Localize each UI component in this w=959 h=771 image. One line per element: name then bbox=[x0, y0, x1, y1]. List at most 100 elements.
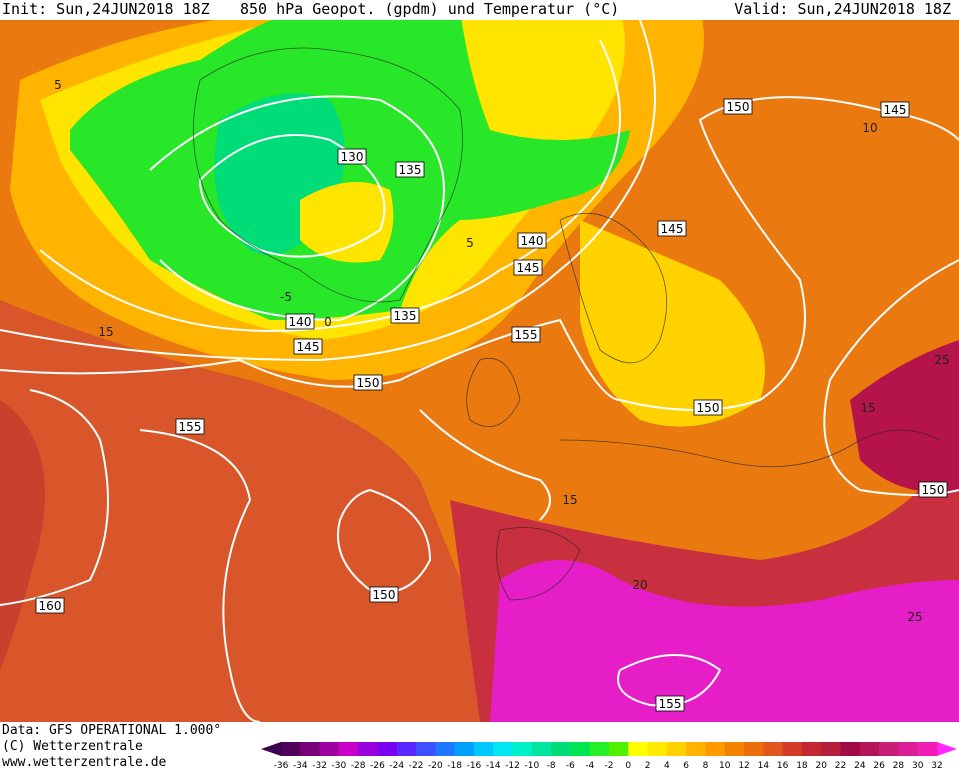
geopotential-label: 150 bbox=[922, 483, 945, 497]
contour-label-box bbox=[880, 101, 910, 118]
colorbar-swatch bbox=[531, 742, 552, 756]
contour-label-box bbox=[723, 98, 753, 115]
colorbar-swatch bbox=[396, 742, 417, 756]
colorbar-swatch bbox=[338, 742, 359, 756]
colorbar-swatch bbox=[724, 742, 745, 756]
colorbar-swatch bbox=[473, 742, 494, 756]
contour-label-box bbox=[353, 374, 383, 391]
contour-label-box bbox=[655, 695, 685, 712]
coastlines bbox=[192, 47, 941, 601]
colorbar-swatch bbox=[705, 742, 726, 756]
colorbar-swatch bbox=[435, 742, 456, 756]
geopotential-label: 140 bbox=[289, 315, 312, 329]
colorbar-swatch bbox=[763, 742, 784, 756]
colorbar-swatch bbox=[744, 742, 764, 756]
temperature-label: 10 bbox=[862, 121, 877, 135]
colorbar-tick-label: -34 bbox=[293, 761, 308, 770]
colorbar-arrow bbox=[937, 742, 957, 756]
colorbar-swatch bbox=[898, 742, 919, 756]
colorbar-tick-label: -24 bbox=[389, 761, 404, 770]
geopotential-label: 150 bbox=[697, 401, 720, 415]
cold-region bbox=[70, 20, 630, 320]
colorbar-tick-label: -18 bbox=[447, 761, 462, 770]
init-time: Init: Sun,24JUN2018 18Z bbox=[2, 0, 210, 18]
geopotential-label: 160 bbox=[39, 599, 62, 613]
colorbar-swatch bbox=[454, 742, 475, 756]
colorbar-tick-label: -2 bbox=[605, 761, 614, 770]
temperature-label: 5 bbox=[54, 78, 62, 92]
colorbar-tick-label: -4 bbox=[585, 761, 594, 770]
colorbar-arrow bbox=[261, 742, 281, 756]
geopotential-label: 150 bbox=[373, 588, 396, 602]
temperature-label: 20 bbox=[632, 578, 647, 592]
cool-region bbox=[300, 182, 394, 263]
colorbar-swatch bbox=[782, 742, 803, 756]
colorbar-tick-label: 24 bbox=[854, 761, 866, 770]
colorbar-tick-label: -20 bbox=[428, 761, 443, 770]
colorbar-tick-label: 22 bbox=[835, 761, 846, 770]
colorbar-tick-label: 8 bbox=[703, 761, 709, 770]
colorbar-tick-label: -28 bbox=[351, 761, 366, 770]
geopotential-label: 135 bbox=[399, 163, 422, 177]
colorbar-swatch bbox=[416, 742, 436, 756]
temperature-label: -5 bbox=[280, 290, 292, 304]
colorbar-tick-label: -10 bbox=[524, 761, 539, 770]
colorbar-tick-label: 28 bbox=[893, 761, 905, 770]
colorbar-swatch bbox=[589, 742, 610, 756]
geopotential-label: 145 bbox=[884, 103, 907, 117]
colorbar-tick-label: 16 bbox=[777, 761, 789, 770]
colorbar-tick-label: -16 bbox=[467, 761, 482, 770]
contour-label-box bbox=[693, 399, 723, 416]
colorbar: -36 -34 -32 -30 -28 -26 -24 -22 -20 -18 -16 -14 -12-… bbox=[261, 742, 957, 770]
colorbar-swatch bbox=[281, 742, 301, 756]
contour-label-box bbox=[293, 338, 323, 355]
colorbar-swatch bbox=[319, 742, 340, 756]
contour-label-box bbox=[511, 326, 541, 343]
hot-core bbox=[490, 560, 959, 722]
colorbar-tick-label: -14 bbox=[486, 761, 501, 770]
colorbar-swatch bbox=[666, 742, 687, 756]
temperature-label: 15 bbox=[562, 493, 577, 507]
colorbar-tick-label: 6 bbox=[683, 761, 689, 770]
geopotential-label: 140 bbox=[521, 234, 544, 248]
colorbar-tick-label: 12 bbox=[738, 761, 749, 770]
cool-region bbox=[580, 220, 765, 427]
colorbar-tick-label: 26 bbox=[873, 761, 885, 770]
colorbar-swatch bbox=[609, 742, 629, 756]
colorbar-tick-label: -32 bbox=[312, 761, 327, 770]
data-source: Data: GFS OPERATIONAL 1.000° bbox=[2, 723, 222, 738]
website: www.wetterzentrale.de bbox=[2, 755, 167, 770]
colorbar-tick-label: 32 bbox=[931, 761, 942, 770]
geopotential-label: 135 bbox=[394, 309, 417, 323]
temperature-label: 15 bbox=[98, 325, 113, 339]
colorbar-tick-label: 18 bbox=[796, 761, 808, 770]
colorbar-swatch bbox=[686, 742, 706, 756]
temperature-label: 0 bbox=[324, 315, 332, 329]
contour-label-box bbox=[175, 418, 205, 435]
colorbar-tick-label: -26 bbox=[370, 761, 385, 770]
geopotential-label: 155 bbox=[515, 328, 538, 342]
colorbar-tick-label: 4 bbox=[664, 761, 670, 770]
temperature-label: 25 bbox=[934, 353, 949, 367]
colorbar-swatch bbox=[821, 742, 842, 756]
colorbar-tick-label: 20 bbox=[816, 761, 828, 770]
colorbar-tick-label: -6 bbox=[566, 761, 575, 770]
geopotential-label: 145 bbox=[297, 340, 320, 354]
geopotential-label: 145 bbox=[661, 222, 684, 236]
contour-label-box bbox=[285, 313, 315, 330]
geopotential-label: 150 bbox=[727, 100, 750, 114]
colorbar-tick-label: -8 bbox=[547, 761, 556, 770]
warm-region bbox=[0, 300, 520, 722]
temperature-label: 15 bbox=[860, 401, 875, 415]
temperature-label: 5 bbox=[466, 236, 474, 250]
contour-label-box bbox=[918, 481, 948, 498]
colorbar-swatch bbox=[377, 742, 398, 756]
colorbar-swatch bbox=[917, 742, 938, 756]
colorbar-swatch bbox=[628, 742, 649, 756]
colorbar-swatch bbox=[840, 742, 861, 756]
contour-label-box bbox=[390, 307, 420, 324]
contour-label-box bbox=[517, 232, 547, 249]
colorbar-tick-label: -30 bbox=[332, 761, 347, 770]
